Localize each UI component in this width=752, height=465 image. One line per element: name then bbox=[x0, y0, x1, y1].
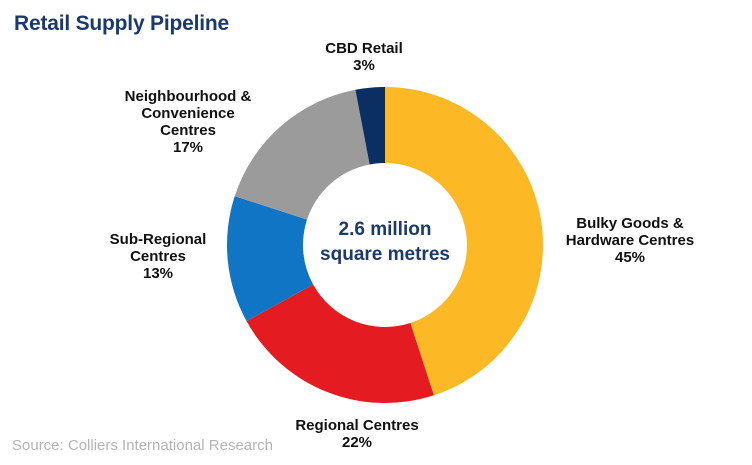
slice-label-line: Bulky Goods & bbox=[576, 215, 684, 232]
slice-label-line: Centres bbox=[160, 122, 216, 139]
slice-label-bulky-goods-hardware-centres: Bulky Goods & Hardware Centres 45% bbox=[566, 215, 694, 266]
slice-label-line: Sub-Regional bbox=[110, 231, 207, 248]
slice-regional-centres bbox=[246, 284, 434, 403]
slice-label-regional-centres: Regional Centres 22% bbox=[295, 417, 418, 451]
source-note: Source: Colliers International Research bbox=[12, 437, 273, 454]
slice-label-line: Regional Centres bbox=[295, 417, 418, 434]
slice-label-line: Centres bbox=[130, 248, 186, 265]
center-label-line-2: square metres bbox=[320, 244, 450, 265]
slice-bulky-goods-hardware-centres bbox=[385, 87, 543, 396]
slice-label-line: CBD Retail bbox=[325, 40, 403, 57]
slice-label-line: Hardware Centres bbox=[566, 232, 694, 249]
slice-sub-regional-centres bbox=[227, 196, 314, 322]
slice-label-cbd-retail: CBD Retail 3% bbox=[325, 40, 403, 74]
slice-neighbourhood-convenience-centres bbox=[234, 89, 370, 220]
slice-label-line: 17% bbox=[173, 139, 203, 156]
center-label-line-1: 2.6 million bbox=[339, 219, 432, 240]
slice-label-line: Neighbourhood & bbox=[125, 88, 252, 105]
slice-label-line: Convenience bbox=[141, 105, 234, 122]
slice-cbd-retail bbox=[355, 87, 385, 165]
slice-label-line: 22% bbox=[342, 434, 372, 451]
slice-label-line: 3% bbox=[353, 57, 375, 74]
chart-title: Retail Supply Pipeline bbox=[14, 12, 229, 35]
slice-label-neighbourhood-convenience-centres: Neighbourhood & Convenience Centres 17% bbox=[125, 88, 252, 156]
slice-label-line: 45% bbox=[615, 249, 645, 266]
slice-label-line: 13% bbox=[143, 265, 173, 282]
slice-label-sub-regional-centres: Sub-Regional Centres 13% bbox=[110, 231, 207, 282]
